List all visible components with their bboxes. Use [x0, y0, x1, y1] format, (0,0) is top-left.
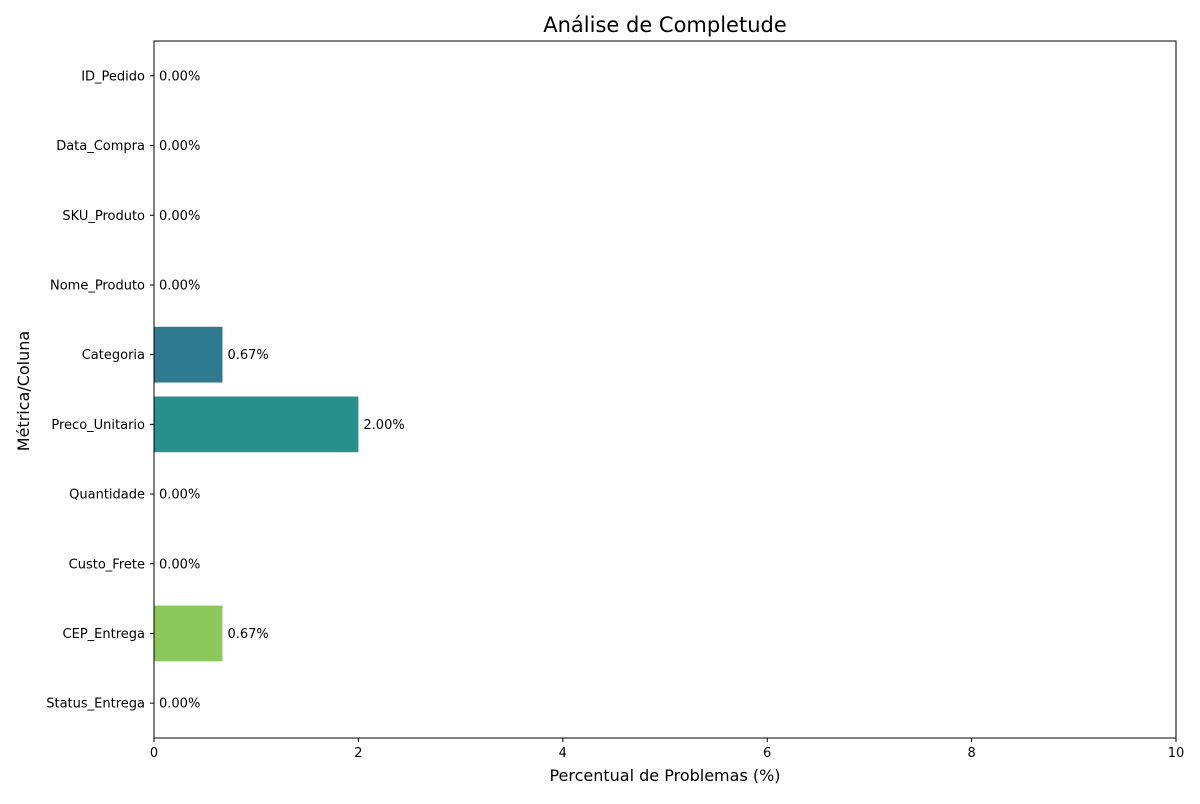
value-label: 0.67% — [227, 627, 268, 642]
value-label: 0.00% — [159, 209, 200, 224]
value-label: 0.00% — [159, 139, 200, 154]
value-labels-group: 0.00% 0.00% 0.00% 0.00% 0.67% 2.00% 0.00% 0.00%… — [159, 69, 405, 711]
x-tick-label: 4 — [559, 746, 567, 761]
x-tick-label: 10 — [1168, 746, 1185, 761]
y-tick-label: Data_Compra — [56, 139, 145, 154]
y-tick-label: Categoria — [82, 348, 145, 363]
bar-preco_unitario — [154, 396, 359, 453]
value-label: 0.67% — [227, 348, 268, 363]
bar-categoria — [154, 326, 223, 383]
bar-cep_entrega — [154, 605, 223, 662]
bars-group — [154, 326, 359, 662]
value-label: 0.00% — [159, 488, 200, 503]
x-tick-label: 8 — [967, 746, 975, 761]
value-label: 2.00% — [363, 418, 404, 433]
x-tick-label: 6 — [763, 746, 771, 761]
y-tick-label: Nome_Produto — [50, 278, 145, 293]
y-tick-label: Status_Entrega — [46, 697, 145, 712]
value-label: 0.00% — [159, 278, 200, 293]
y-tick-label: Quantidade — [69, 488, 145, 503]
value-label: 0.00% — [159, 69, 200, 84]
value-label: 0.00% — [159, 557, 200, 572]
y-axis-label: Métrica/Coluna — [14, 331, 33, 451]
y-tick-label: Custo_Frete — [69, 557, 145, 572]
x-tick-label: 2 — [354, 746, 362, 761]
y-tick-label: Preco_Unitario — [51, 418, 145, 433]
chart-title: Análise de Completude — [543, 13, 787, 37]
y-tick-label: SKU_Produto — [62, 209, 145, 224]
x-tick-label: 0 — [150, 746, 158, 761]
y-tick-label: CEP_Entrega — [63, 627, 145, 642]
x-axis-label: Percentual de Problemas (%) — [549, 766, 780, 785]
y-tick-label: ID_Pedido — [81, 69, 145, 84]
plot-area-frame — [153, 40, 1177, 739]
x-axis-ticks: 0 2 4 6 8 10 — [150, 738, 1184, 761]
y-axis-ticks: ID_Pedido Data_Compra SKU_Produto Nome_Prod… — [46, 69, 154, 712]
value-label: 0.00% — [159, 697, 200, 712]
